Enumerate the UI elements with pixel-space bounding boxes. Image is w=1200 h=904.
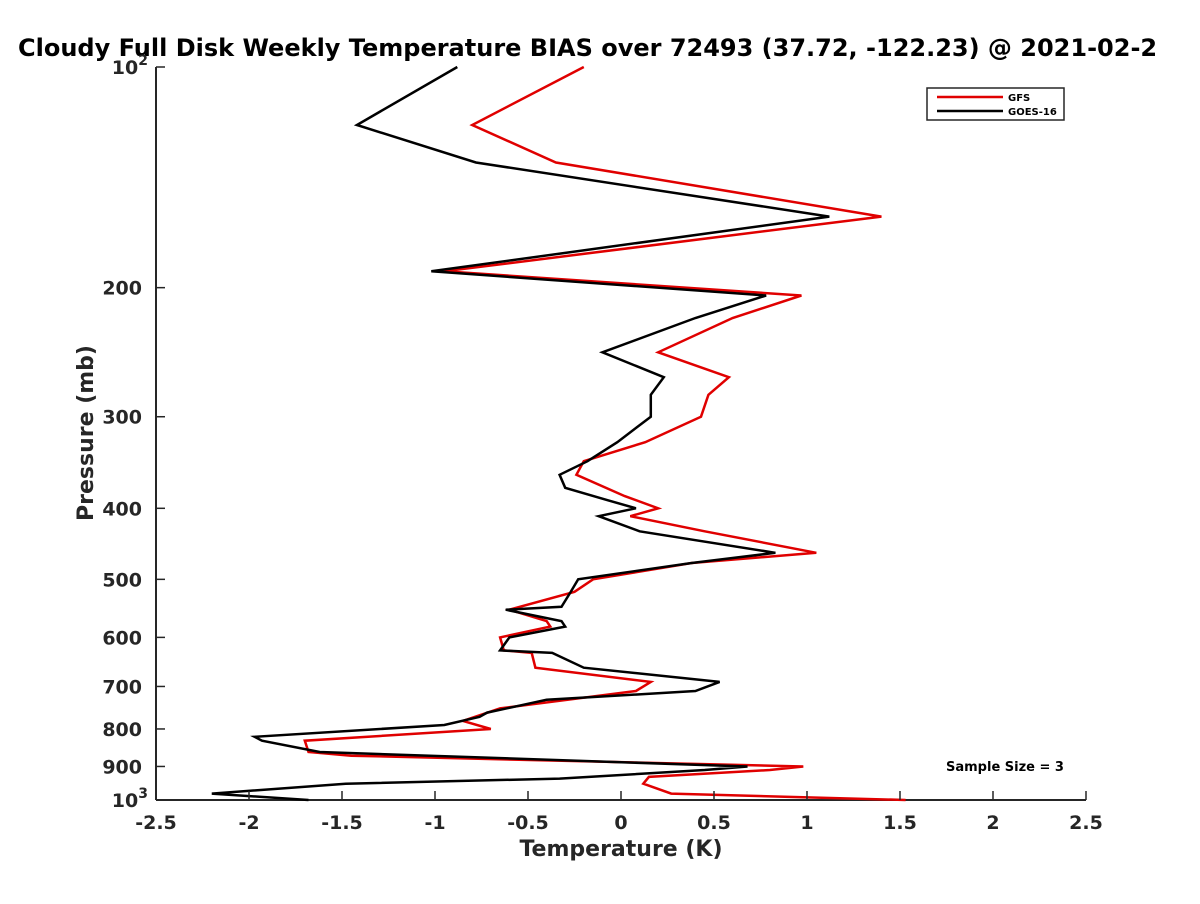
y-axis-title: Pressure (mb)	[74, 345, 99, 521]
x-tick-label: -0.5	[507, 812, 549, 834]
x-tick-label: -1	[424, 812, 445, 834]
plot-area: -2.5 -2 -1.5 -1 -0.5 0 0.5 1 1.5 2 2.5 1 0 2 200 300 40…	[102, 53, 1103, 834]
y-tick-label: 300	[102, 407, 142, 429]
y-tick-label: 900	[102, 756, 142, 778]
y-tick-label: 200	[102, 278, 142, 300]
x-tick-label: 1.5	[883, 812, 917, 834]
series-line-gfs	[303, 65, 906, 802]
y-tick-label: 103	[112, 786, 148, 812]
legend-label-goes-16: GOES-16	[1008, 107, 1057, 118]
legend-label-gfs: GFS	[1008, 93, 1030, 104]
y-tick-label: 600	[102, 627, 142, 649]
y-tick-label: 700	[102, 676, 142, 698]
x-tick-label: 0.5	[697, 812, 731, 834]
chart-title: Cloudy Full Disk Weekly Temperature BIAS…	[18, 34, 1157, 62]
x-tick-label: 0	[614, 812, 627, 834]
x-tick-label: -2.5	[135, 812, 177, 834]
x-tick-label: -2	[238, 812, 259, 834]
x-tick-label: 2	[986, 812, 999, 834]
x-axis-title: Temperature (K)	[519, 837, 722, 862]
y-tick-label: 400	[102, 498, 142, 520]
x-tick-label: 2.5	[1069, 812, 1103, 834]
x-axis-ticks: -2.5 -2 -1.5 -1 -0.5 0 0.5 1 1.5 2 2.5	[135, 791, 1103, 834]
series-lines	[211, 65, 906, 802]
y-tick-label: 500	[102, 569, 142, 591]
sample-size-annotation: Sample Size = 3	[946, 760, 1064, 775]
y-tick-label: 800	[102, 719, 142, 741]
x-tick-label: -1.5	[321, 812, 363, 834]
legend: GFS GOES-16	[926, 87, 1065, 121]
legend-box	[926, 87, 1065, 121]
series-line-goes-16	[211, 65, 830, 802]
x-tick-label: 1	[800, 812, 813, 834]
